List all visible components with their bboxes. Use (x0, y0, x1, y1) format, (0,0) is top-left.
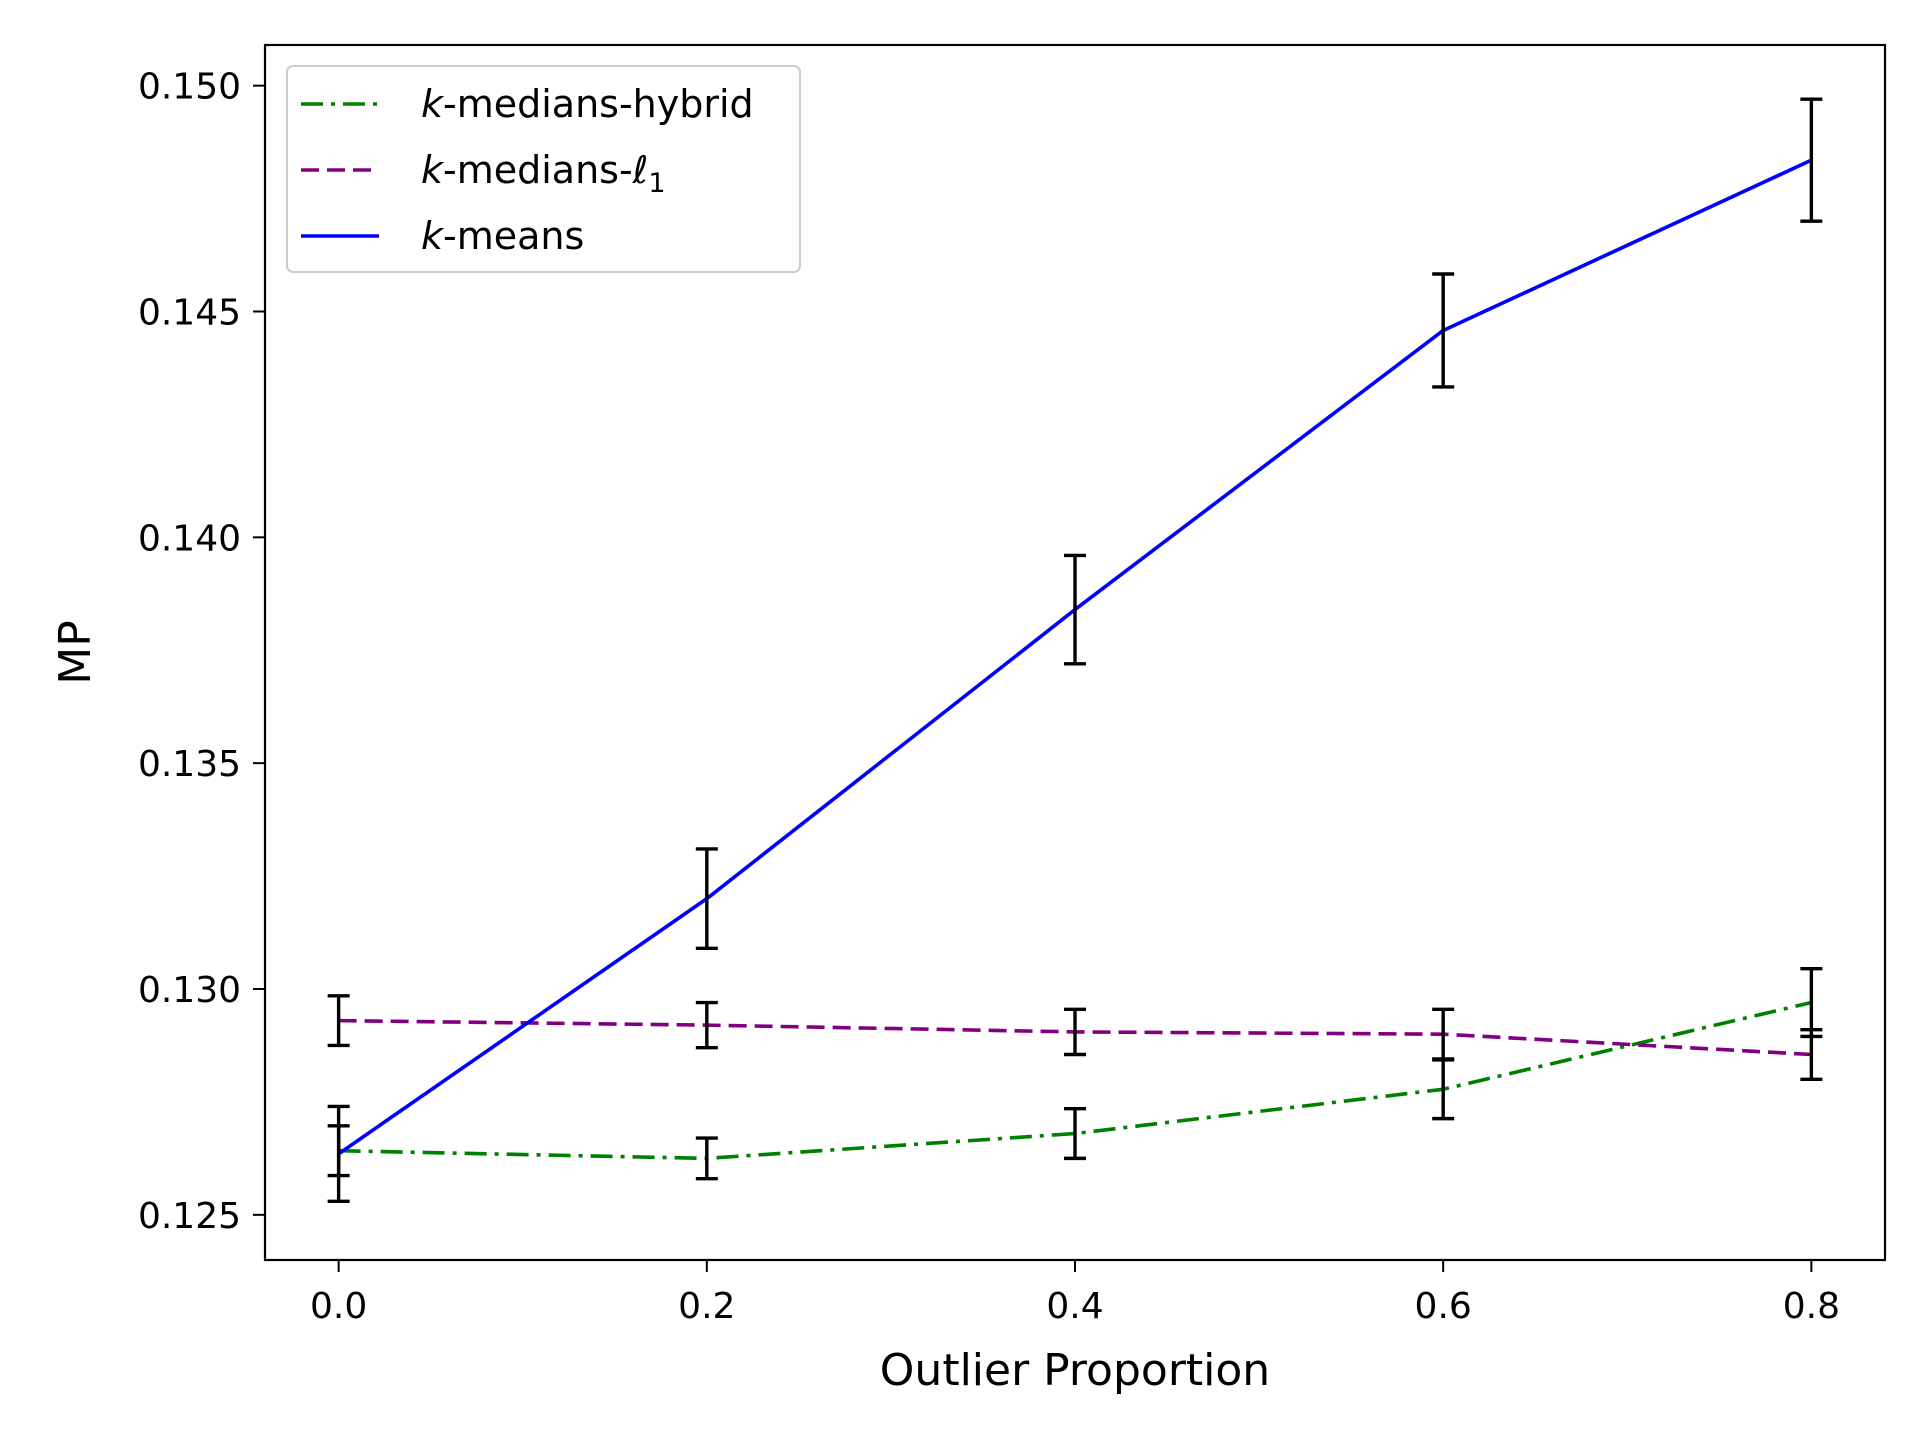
error-bar (695, 1000, 718, 1050)
errorbar-layer (327, 97, 1823, 1203)
x-axis-label: Outlier Proportion (880, 1345, 1270, 1396)
error-bar (1432, 272, 1455, 389)
x-tick-label: 0.2 (678, 1286, 735, 1327)
x-axis-ticks: 0.0 0.2 0.4 0.6 0.8 (310, 1260, 1840, 1327)
legend-label: k-medians-hybrid (421, 82, 754, 126)
error-bar (1064, 1007, 1086, 1057)
error-bar (695, 1136, 718, 1181)
error-bar (327, 1104, 350, 1203)
y-tick-label: 0.135 (138, 744, 241, 785)
legend-label: k-medians-ℓ1 (421, 148, 666, 199)
x-tick-label: 0.4 (1046, 1286, 1103, 1327)
legend-box (286, 65, 801, 273)
x-tick-label: 0.6 (1415, 1286, 1472, 1327)
y-tick-label: 0.125 (138, 1196, 241, 1237)
legend: k-medians-hybrid k-medians-ℓ1 k-means (286, 65, 801, 273)
error-bar (1432, 1007, 1455, 1061)
y-tick-label: 0.150 (138, 67, 241, 108)
x-tick-label: 0.8 (1783, 1286, 1840, 1327)
error-bar (1064, 553, 1086, 666)
error-bar (1800, 1027, 1823, 1082)
error-bar (327, 994, 350, 1048)
y-tick-label: 0.145 (138, 292, 241, 333)
error-bar (1064, 1106, 1086, 1161)
y-axis-label: MP (50, 620, 101, 685)
y-tick-label: 0.130 (138, 970, 241, 1011)
series-line-k-medians-hybrid (338, 1000, 1812, 1161)
y-tick-label: 0.140 (138, 518, 241, 559)
y-axis-ticks: 0.125 0.130 0.135 0.140 0.145 0.150 (138, 67, 265, 1237)
error-bar (695, 847, 718, 951)
x-tick-label: 0.0 (310, 1286, 367, 1327)
legend-label: k-means (421, 214, 584, 258)
error-bar (1800, 97, 1823, 223)
